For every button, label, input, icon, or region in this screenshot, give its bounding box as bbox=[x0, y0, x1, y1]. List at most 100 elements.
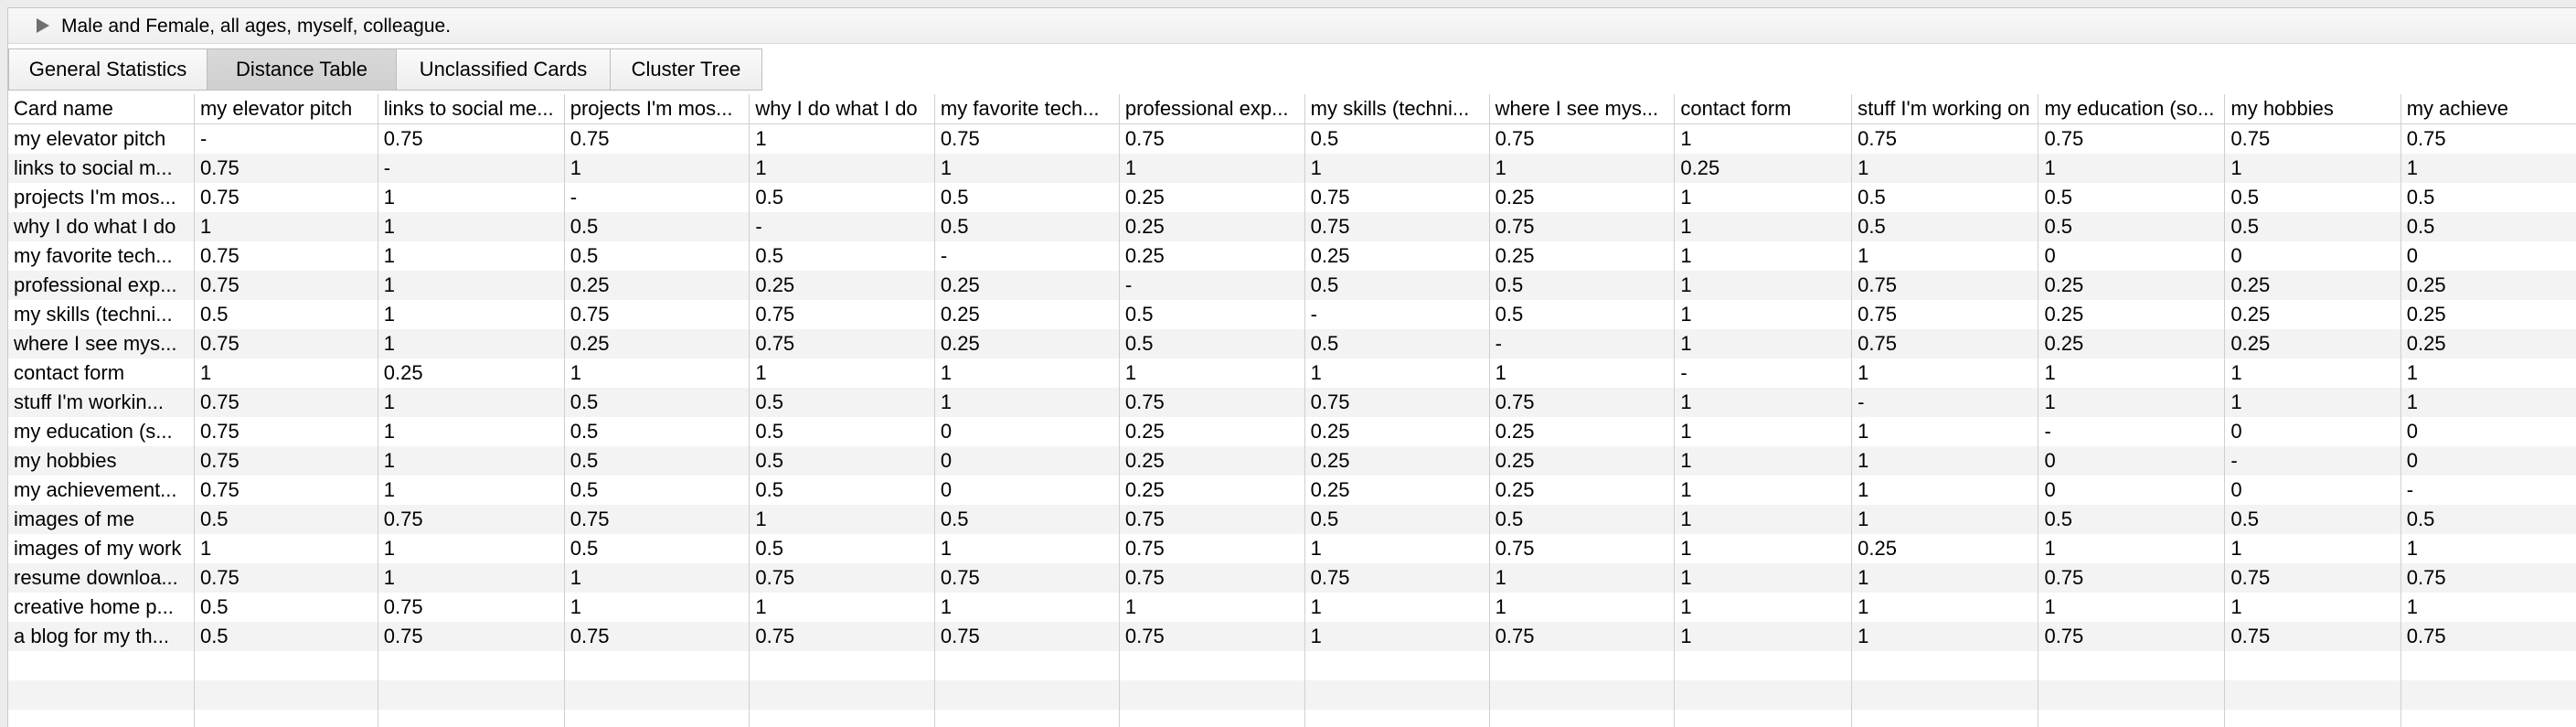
column-header[interactable]: contact form bbox=[1674, 94, 1853, 124]
empty-cell bbox=[1119, 680, 1305, 710]
distance-cell: 1 bbox=[1304, 154, 1490, 183]
empty-cell bbox=[8, 710, 195, 727]
empty-cell bbox=[2224, 680, 2401, 710]
table-row[interactable]: my education (s... 0.75 1 0.5 0.5 0 0.25 0.25 0.… bbox=[8, 417, 2576, 446]
table-row[interactable]: my elevator pitch -0.75 0.75 1 0.75 0.75 0.5 0.… bbox=[8, 123, 2576, 154]
tab-general-statistics[interactable]: General Statistics bbox=[8, 48, 208, 91]
distance-cell: 0.5 bbox=[2038, 212, 2226, 241]
distance-cell: 0.5 bbox=[564, 446, 750, 476]
distance-cell: 1 bbox=[1119, 593, 1305, 622]
distance-cell: 0.75 bbox=[1119, 505, 1305, 534]
distance-cell: 1 bbox=[1674, 241, 1853, 271]
distance-cell: 0.75 bbox=[378, 593, 565, 622]
empty-cell bbox=[564, 651, 750, 680]
distance-cell: 0.25 bbox=[1304, 241, 1490, 271]
distance-cell: 1 bbox=[2038, 593, 2226, 622]
distance-cell: 1 bbox=[1674, 212, 1853, 241]
column-header-card-name[interactable]: Card name bbox=[8, 94, 195, 124]
empty-row bbox=[8, 710, 2576, 727]
distance-cell: 0.25 bbox=[1304, 417, 1490, 446]
distance-table-container[interactable]: Card name my elevator pitch links to socia… bbox=[8, 94, 2576, 727]
disclosure-triangle-icon[interactable] bbox=[34, 16, 54, 35]
distance-cell: 0.75 bbox=[1489, 123, 1676, 154]
distance-cell: - bbox=[2038, 417, 2226, 446]
table-row[interactable]: why I do what I do 1 1 0.5-0.5 0.25 0.75 0.75 1… bbox=[8, 212, 2576, 241]
table-row[interactable]: resume downloa... 0.75 1 1 0.75 0.75 0.75 0.75 1… bbox=[8, 563, 2576, 593]
distance-cell: 0.25 bbox=[1489, 183, 1676, 212]
table-row[interactable]: stuff I'm workin... 0.75 1 0.5 0.5 1 0.75 0.75 0… bbox=[8, 388, 2576, 417]
table-row[interactable]: creative home p... 0.5 0.75 1 1 1 1 1 1 1 1 1 1 1 bbox=[8, 593, 2576, 622]
column-header[interactable]: my skills (techni... bbox=[1304, 94, 1490, 124]
distance-cell: 0.25 bbox=[564, 329, 750, 358]
distance-cell: 0.75 bbox=[749, 563, 935, 593]
distance-cell: 1 bbox=[1489, 563, 1676, 593]
column-header[interactable]: my favorite tech... bbox=[934, 94, 1120, 124]
table-row[interactable]: where I see mys... 0.75 1 0.25 0.75 0.25 0.5 0.… bbox=[8, 329, 2576, 358]
row-card-name: images of my work bbox=[8, 534, 195, 563]
distance-cell: - bbox=[1304, 300, 1490, 329]
distance-cell: 1 bbox=[1674, 388, 1853, 417]
row-card-name: creative home p... bbox=[8, 593, 195, 622]
distance-cell: 0.25 bbox=[1851, 534, 2039, 563]
filter-bar[interactable]: Male and Female, all ages, myself, colle… bbox=[8, 8, 2576, 44]
distance-cell: 1 bbox=[1851, 154, 2039, 183]
distance-cell: 1 bbox=[2038, 534, 2226, 563]
column-header[interactable]: why I do what I do bbox=[749, 94, 935, 124]
empty-cell bbox=[8, 651, 195, 680]
distance-cell: 0.75 bbox=[1304, 183, 1490, 212]
distance-cell: 0.75 bbox=[194, 476, 378, 505]
table-row[interactable]: professional exp... 0.75 1 0.25 0.25 0.25-0.5… bbox=[8, 271, 2576, 300]
tab-unclassified-cards[interactable]: Unclassified Cards bbox=[397, 48, 611, 91]
column-header[interactable]: professional exp... bbox=[1119, 94, 1305, 124]
distance-cell: 1 bbox=[2400, 593, 2576, 622]
table-row[interactable]: projects I'm mos... 0.75 1-0.5 0.5 0.25 0.75 0… bbox=[8, 183, 2576, 212]
distance-cell: 1 bbox=[1851, 417, 2039, 446]
distance-cell: 1 bbox=[1851, 622, 2039, 651]
column-header[interactable]: my elevator pitch bbox=[194, 94, 378, 124]
distance-cell: 0 bbox=[2038, 446, 2226, 476]
table-row[interactable]: a blog for my th... 0.5 0.75 0.75 0.75 0.75 0.… bbox=[8, 622, 2576, 651]
distance-cell: 0.75 bbox=[1489, 622, 1676, 651]
column-header[interactable]: where I see mys... bbox=[1489, 94, 1676, 124]
empty-cell bbox=[1304, 651, 1490, 680]
table-row[interactable]: contact form 1 0.25 1 1 1 1 1 1-1 1 1 1 bbox=[8, 358, 2576, 388]
distance-cell: 0.25 bbox=[2224, 271, 2401, 300]
distance-cell: 0.5 bbox=[749, 183, 935, 212]
distance-cell: 1 bbox=[194, 534, 378, 563]
distance-cell: 1 bbox=[564, 154, 750, 183]
table-row[interactable]: my hobbies 0.75 1 0.5 0.5 0 0.25 0.25 0.25 1 1 0-0 bbox=[8, 446, 2576, 476]
table-row[interactable]: my achievement... 0.75 1 0.5 0.5 0 0.25 0.25 0.2… bbox=[8, 476, 2576, 505]
distance-cell: 0.25 bbox=[2038, 300, 2226, 329]
table-row[interactable]: images of me 0.5 0.75 0.75 1 0.5 0.75 0.5 0.5 1 1 0… bbox=[8, 505, 2576, 534]
distance-cell: 1 bbox=[2400, 358, 2576, 388]
column-header[interactable]: my education (so... bbox=[2038, 94, 2226, 124]
distance-cell: 1 bbox=[564, 358, 750, 388]
distance-cell: 0.75 bbox=[194, 446, 378, 476]
column-header[interactable]: my achieve bbox=[2400, 94, 2576, 124]
column-header[interactable]: projects I'm mos... bbox=[564, 94, 750, 124]
distance-cell: 0.75 bbox=[2224, 123, 2401, 154]
distance-cell: 1 bbox=[934, 358, 1120, 388]
empty-cell bbox=[564, 710, 750, 727]
tab-cluster-tree[interactable]: Cluster Tree bbox=[611, 48, 762, 91]
row-card-name: stuff I'm workin... bbox=[8, 388, 195, 417]
table-row[interactable]: links to social m... 0.75-1 1 1 1 1 1 0.25 1 1 1 1 bbox=[8, 154, 2576, 183]
distance-cell: 0.25 bbox=[1304, 476, 1490, 505]
distance-cell: 1 bbox=[934, 154, 1120, 183]
column-header[interactable]: my hobbies bbox=[2224, 94, 2401, 124]
distance-cell: 1 bbox=[2400, 154, 2576, 183]
table-row[interactable]: images of my work 1 1 0.5 0.5 1 0.75 1 0.75 1 0.25… bbox=[8, 534, 2576, 563]
distance-cell: - bbox=[749, 212, 935, 241]
distance-cell: 0.75 bbox=[194, 329, 378, 358]
column-header[interactable]: stuff I'm working on bbox=[1851, 94, 2039, 124]
distance-cell: 1 bbox=[1489, 593, 1676, 622]
table-row[interactable]: my favorite tech... 0.75 1 0.5 0.5-0.25 0.25 0… bbox=[8, 241, 2576, 271]
distance-cell: - bbox=[564, 183, 750, 212]
column-header[interactable]: links to social me... bbox=[378, 94, 565, 124]
distance-cell: 1 bbox=[749, 505, 935, 534]
tab-distance-table[interactable]: Distance Table bbox=[208, 48, 397, 91]
table-row[interactable]: my skills (techni... 0.5 1 0.75 0.75 0.25 0.5-… bbox=[8, 300, 2576, 329]
distance-cell: 0 bbox=[2400, 446, 2576, 476]
distance-cell: 1 bbox=[1674, 563, 1853, 593]
distance-cell: - bbox=[1674, 358, 1853, 388]
